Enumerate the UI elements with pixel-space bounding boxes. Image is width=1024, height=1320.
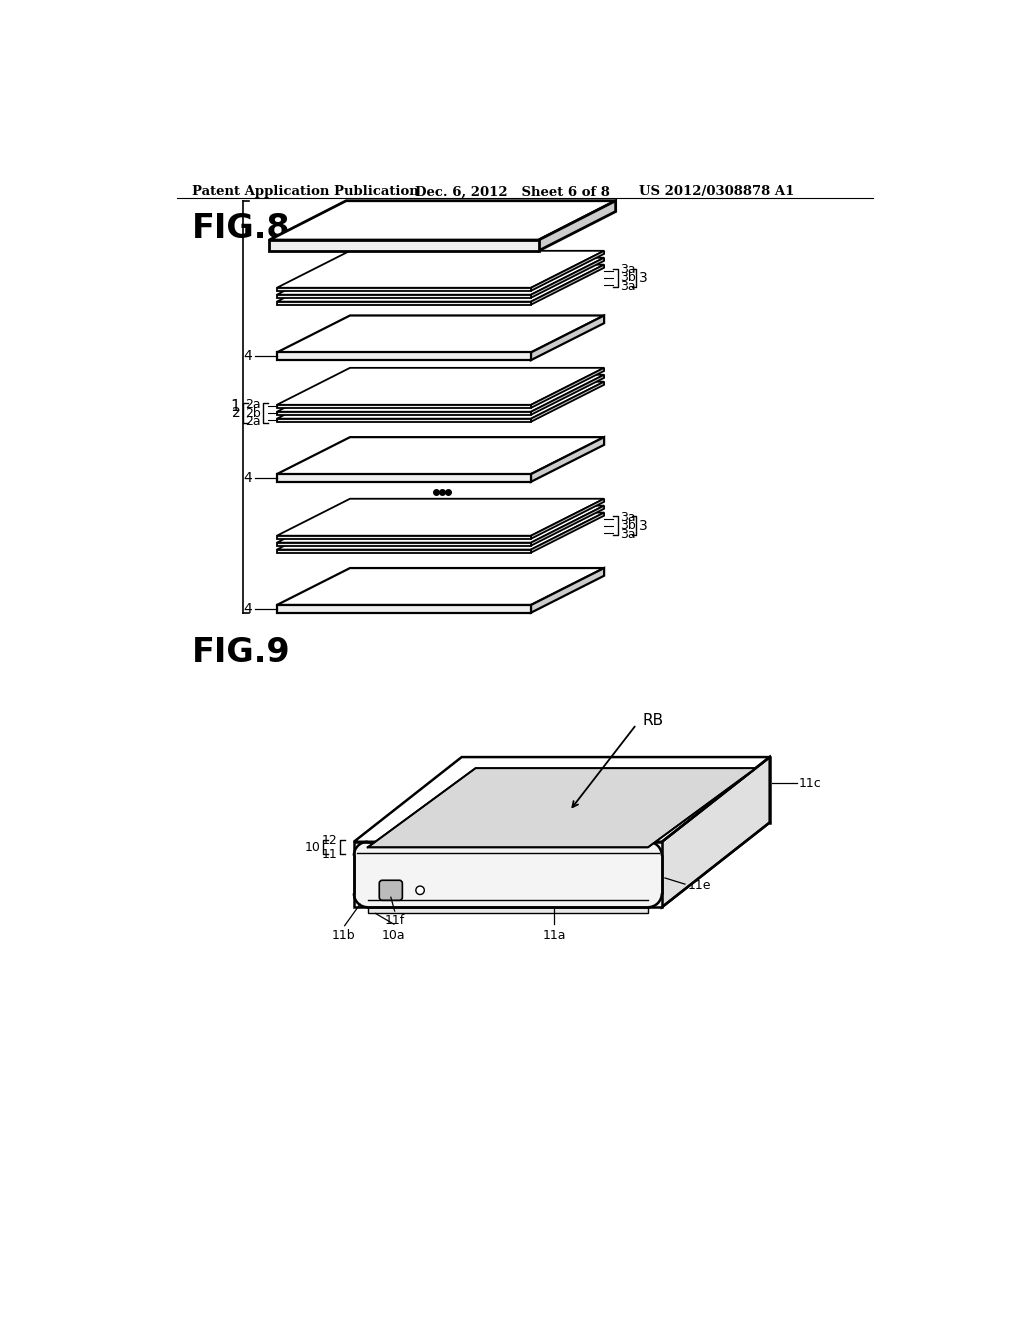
Polygon shape xyxy=(354,758,770,842)
Circle shape xyxy=(416,886,424,895)
Polygon shape xyxy=(531,264,604,305)
Polygon shape xyxy=(276,375,604,412)
Polygon shape xyxy=(276,549,531,553)
Polygon shape xyxy=(276,294,531,298)
Polygon shape xyxy=(531,381,604,422)
Polygon shape xyxy=(276,474,531,482)
Polygon shape xyxy=(276,543,531,545)
Text: 11e: 11e xyxy=(687,879,711,892)
Text: 3a: 3a xyxy=(621,263,636,276)
Polygon shape xyxy=(662,758,770,907)
Text: 2a: 2a xyxy=(245,399,261,412)
Polygon shape xyxy=(276,512,604,549)
Polygon shape xyxy=(531,437,604,482)
Text: 3b: 3b xyxy=(621,271,636,284)
Text: 4: 4 xyxy=(244,350,252,363)
Text: RB: RB xyxy=(643,713,664,729)
Polygon shape xyxy=(368,768,756,847)
Text: 10: 10 xyxy=(305,841,321,854)
Text: 12: 12 xyxy=(322,834,338,846)
Text: 4: 4 xyxy=(244,602,252,616)
Polygon shape xyxy=(531,506,604,545)
Text: 3a: 3a xyxy=(621,280,636,293)
Text: 10a: 10a xyxy=(382,929,406,941)
Text: 2b: 2b xyxy=(245,407,261,420)
Polygon shape xyxy=(269,240,539,251)
Text: 3: 3 xyxy=(639,271,647,285)
Text: 4: 4 xyxy=(244,471,252,484)
Polygon shape xyxy=(531,315,604,360)
Polygon shape xyxy=(276,437,604,474)
Polygon shape xyxy=(531,251,604,290)
Polygon shape xyxy=(276,499,604,536)
Polygon shape xyxy=(531,257,604,298)
Polygon shape xyxy=(354,842,662,907)
Text: Patent Application Publication: Patent Application Publication xyxy=(193,185,419,198)
Text: 11b: 11b xyxy=(332,929,355,941)
Polygon shape xyxy=(276,381,604,418)
Polygon shape xyxy=(276,251,604,288)
Polygon shape xyxy=(276,418,531,422)
Text: 11a: 11a xyxy=(543,929,566,941)
Polygon shape xyxy=(276,568,604,605)
Text: 11f: 11f xyxy=(385,915,404,927)
Polygon shape xyxy=(276,536,531,539)
Polygon shape xyxy=(276,264,604,302)
Polygon shape xyxy=(276,368,604,405)
Polygon shape xyxy=(276,302,531,305)
Polygon shape xyxy=(531,512,604,553)
Polygon shape xyxy=(531,568,604,612)
Polygon shape xyxy=(276,412,531,414)
FancyBboxPatch shape xyxy=(379,880,402,900)
Polygon shape xyxy=(539,201,615,251)
Text: 3: 3 xyxy=(639,519,647,533)
Text: 3a: 3a xyxy=(621,511,636,524)
Polygon shape xyxy=(269,201,615,240)
Text: 11c: 11c xyxy=(799,776,821,789)
Polygon shape xyxy=(276,315,604,352)
Polygon shape xyxy=(276,352,531,360)
Text: FIG.8: FIG.8 xyxy=(193,213,291,246)
Text: 2a: 2a xyxy=(245,416,261,428)
Text: 3b: 3b xyxy=(621,519,636,532)
Polygon shape xyxy=(368,907,648,913)
Text: 2: 2 xyxy=(231,407,241,420)
Text: Dec. 6, 2012   Sheet 6 of 8: Dec. 6, 2012 Sheet 6 of 8 xyxy=(416,185,610,198)
Text: 1: 1 xyxy=(230,399,240,414)
Text: 3a: 3a xyxy=(621,528,636,541)
Polygon shape xyxy=(276,257,604,294)
Polygon shape xyxy=(531,499,604,539)
Polygon shape xyxy=(276,506,604,543)
Polygon shape xyxy=(531,368,604,408)
Polygon shape xyxy=(531,375,604,414)
Polygon shape xyxy=(276,288,531,290)
Text: 11: 11 xyxy=(322,847,338,861)
Text: US 2012/0308878 A1: US 2012/0308878 A1 xyxy=(639,185,795,198)
Polygon shape xyxy=(276,405,531,408)
Text: FIG.9: FIG.9 xyxy=(193,636,291,669)
Polygon shape xyxy=(276,605,531,612)
